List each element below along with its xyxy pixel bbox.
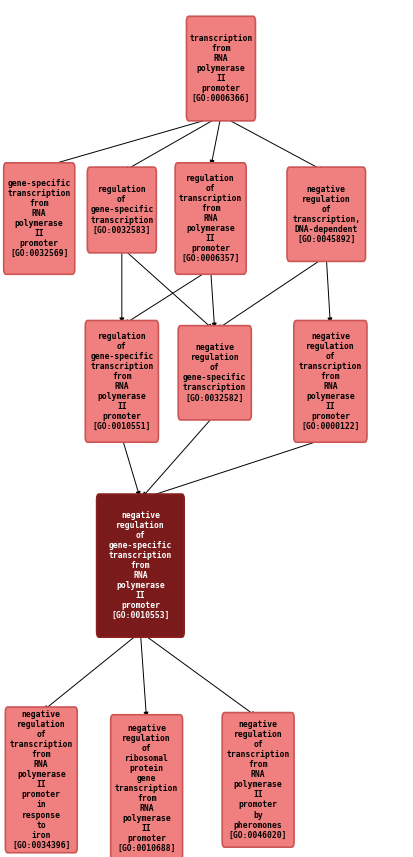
Text: negative
regulation
of
transcription
from
RNA
polymerase
II
promoter
[GO:0000122: negative regulation of transcription fro… xyxy=(299,332,362,431)
Text: regulation
of
gene-specific
transcription
from
RNA
polymerase
II
promoter
[GO:00: regulation of gene-specific transcriptio… xyxy=(90,332,154,431)
FancyBboxPatch shape xyxy=(222,713,294,847)
FancyBboxPatch shape xyxy=(187,16,255,121)
FancyBboxPatch shape xyxy=(294,321,367,442)
Text: transcription
from
RNA
polymerase
II
promoter
[GO:0006366]: transcription from RNA polymerase II pro… xyxy=(189,34,253,103)
Text: negative
regulation
of
gene-specific
transcription
from
RNA
polymerase
II
promot: negative regulation of gene-specific tra… xyxy=(109,511,172,620)
FancyBboxPatch shape xyxy=(111,715,183,857)
Text: regulation
of
gene-specific
transcription
[GO:0032583]: regulation of gene-specific transcriptio… xyxy=(90,185,154,235)
FancyBboxPatch shape xyxy=(88,167,156,253)
FancyBboxPatch shape xyxy=(5,707,77,853)
Text: regulation
of
transcription
from
RNA
polymerase
II
promoter
[GO:0006357]: regulation of transcription from RNA pol… xyxy=(179,174,242,263)
Text: negative
regulation
of
ribosomal
protein
gene
transcription
from
RNA
polymerase
: negative regulation of ribosomal protein… xyxy=(115,723,178,854)
Text: negative
regulation
of
gene-specific
transcription
[GO:0032582]: negative regulation of gene-specific tra… xyxy=(183,343,247,403)
FancyBboxPatch shape xyxy=(4,163,75,274)
FancyBboxPatch shape xyxy=(178,326,251,420)
FancyBboxPatch shape xyxy=(175,163,246,274)
FancyBboxPatch shape xyxy=(287,167,366,261)
Text: negative
regulation
of
transcription
from
RNA
polymerase
II
promoter
in
response: negative regulation of transcription fro… xyxy=(9,710,73,849)
Text: negative
regulation
of
transcription
from
RNA
polymerase
II
promoter
by
pheromon: negative regulation of transcription fro… xyxy=(226,720,290,840)
FancyBboxPatch shape xyxy=(97,494,184,638)
Text: gene-specific
transcription
from
RNA
polymerase
II
promoter
[GO:0032569]: gene-specific transcription from RNA pol… xyxy=(7,179,71,258)
FancyBboxPatch shape xyxy=(85,321,158,442)
Text: negative
regulation
of
transcription,
DNA-dependent
[GO:0045892]: negative regulation of transcription, DN… xyxy=(292,184,361,244)
